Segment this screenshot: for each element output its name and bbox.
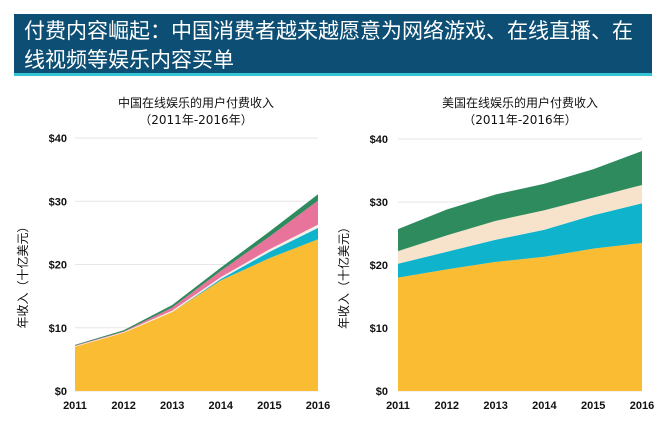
y-tick-label: $20 xyxy=(49,260,67,272)
y-tick-label: $20 xyxy=(370,260,388,272)
chart-title: 美国在线娱乐的用户付费收入 xyxy=(442,95,598,110)
y-tick-label: $40 xyxy=(49,133,67,145)
area-series-4 xyxy=(398,150,642,252)
x-tick-label: 2015 xyxy=(257,400,281,412)
x-tick-label: 2016 xyxy=(306,400,330,412)
page-header: 付费内容崛起：中国消费者越来越愿意为网络游戏、在线直播、在线视频等娱乐内容买单 xyxy=(14,14,652,76)
y-axis-label: 年收入（十亿美元） xyxy=(15,220,30,328)
y-tick-label: $40 xyxy=(370,134,388,146)
x-tick-label: 2011 xyxy=(63,400,87,412)
y-axis-label: 年收入（十亿美元） xyxy=(336,221,351,329)
chart-1: 中国在线娱乐的用户付费收入 （2011年-2016年） $0 $10 $20 $30 $40… xyxy=(15,95,330,412)
y-tick-label: $30 xyxy=(370,197,388,209)
chart-subtitle: （2011年-2016年） xyxy=(463,113,576,127)
x-tick-label: 2013 xyxy=(160,400,184,412)
area-series-2 xyxy=(398,203,642,278)
chart-subtitle: （2011年-2016年） xyxy=(139,113,252,127)
y-tick-label: $30 xyxy=(49,196,67,208)
x-tick-label: 2014 xyxy=(532,400,557,412)
x-tick-label: 2011 xyxy=(386,400,410,412)
y-tick-label: $0 xyxy=(55,386,67,398)
x-tick-label: 2014 xyxy=(209,400,234,412)
y-tick-label: $10 xyxy=(49,323,67,335)
x-tick-label: 2013 xyxy=(483,400,507,412)
x-tick-label: 2016 xyxy=(630,400,654,412)
x-tick-label: 2012 xyxy=(111,400,135,412)
area-series-1 xyxy=(398,242,642,391)
header-title: 付费内容崛起：中国消费者越来越愿意为网络游戏、在线直播、在线视频等娱乐内容买单 xyxy=(24,19,633,72)
chart-title: 中国在线娱乐的用户付费收入 xyxy=(118,95,274,110)
chart-2: 美国在线娱乐的用户付费收入 （2011年-2016年） $0 $10 $20 $30 $40… xyxy=(336,95,654,412)
y-tick-label: $0 xyxy=(376,386,388,398)
x-tick-label: 2015 xyxy=(581,400,605,412)
x-tick-label: 2012 xyxy=(435,400,459,412)
area-series-1 xyxy=(75,239,318,391)
y-tick-label: $10 xyxy=(370,323,388,335)
area-series-3 xyxy=(398,184,642,264)
